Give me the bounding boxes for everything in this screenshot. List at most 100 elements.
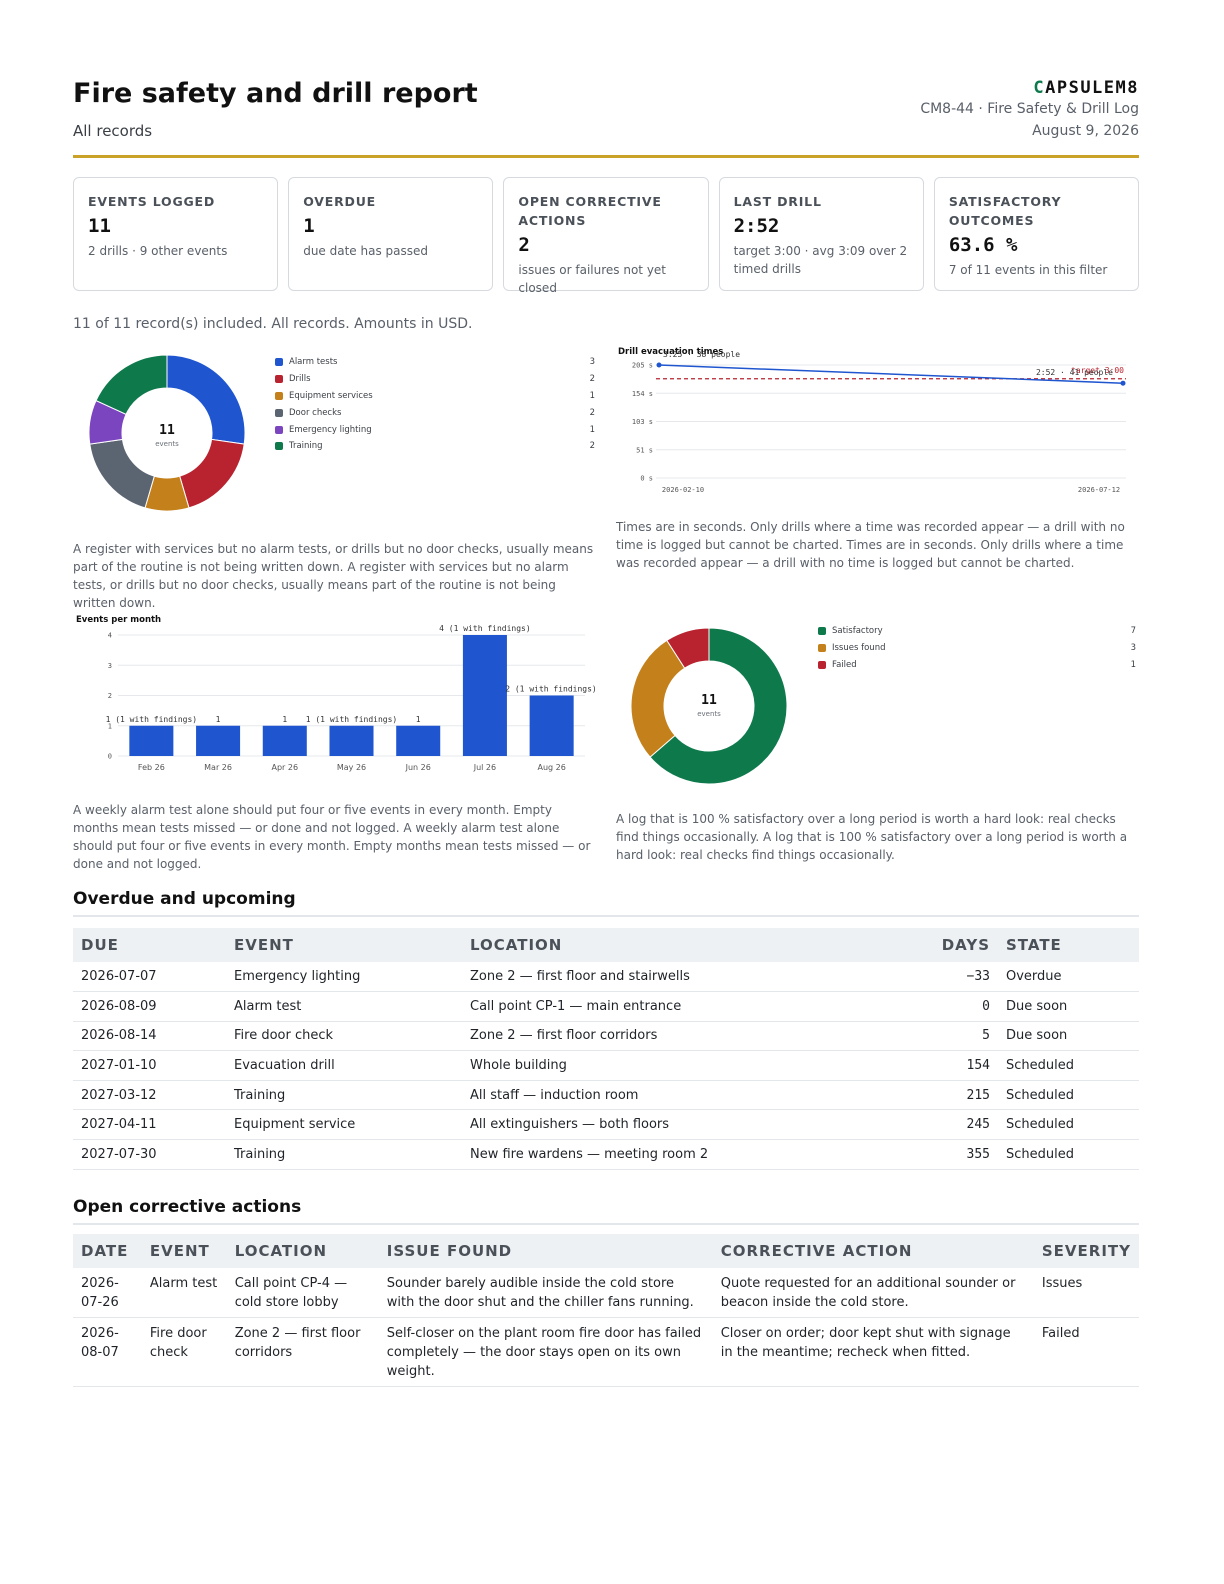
legend-count: 1 <box>589 424 595 435</box>
days: 5 <box>922 1021 998 1052</box>
card-value: 1 <box>303 215 315 237</box>
document-reference: CM8-44 · Fire Safety & Drill Log <box>920 101 1139 117</box>
column-header: DUE <box>73 928 226 962</box>
included-summary: 11 of 11 record(s) included. All records… <box>73 316 473 332</box>
column-header: LOCATION <box>462 928 922 962</box>
card-open-actions: OPEN CORRECTIVE ACTIONS 2 issues or fail… <box>503 177 709 295</box>
card-last-drill: LAST DRILL 2:52 target 3:00 · avg 3:09 o… <box>718 177 924 291</box>
legend-label: Failed <box>832 659 857 670</box>
point-label: 2:52 · 41 people <box>1036 368 1113 377</box>
legend-label: Door checks <box>289 407 342 418</box>
donut-center-caption: events <box>155 440 179 448</box>
event-name: Training <box>226 1139 462 1170</box>
severity: Issues <box>1033 1268 1139 1318</box>
legend-count: 7 <box>1130 626 1136 637</box>
y-tick-label: 103 s <box>632 418 653 426</box>
table-row: 2027-03-12 Training All staff — inductio… <box>73 1080 1139 1111</box>
legend-label: Training <box>289 441 323 452</box>
due-date: 2026-07-07 <box>73 962 226 993</box>
bar-may-26 <box>329 725 374 756</box>
card-label: LAST DRILL <box>733 194 822 209</box>
location: Zone 2 — first floor and stairwells <box>462 962 922 993</box>
days: 245 <box>922 1109 998 1141</box>
legend-item-equipment-services: Equipment services 1 <box>275 388 595 405</box>
state: Overdue <box>998 962 1139 993</box>
column-header: ISSUE FOUND <box>378 1234 713 1268</box>
x-tick-label: Feb 26 <box>138 763 165 772</box>
card-label: OPEN CORRECTIVE ACTIONS <box>518 194 662 228</box>
brand-name: APSULEM8 <box>1045 78 1139 98</box>
location: Call point CP-4 — cold store lobby <box>226 1268 379 1318</box>
legend-count: 1 <box>1130 659 1136 670</box>
location: Zone 2 — first floor corridors <box>226 1317 379 1387</box>
location: All staff — induction room <box>462 1080 922 1111</box>
card-satisfactory: SATISFACTORY OUTCOMES 63.6 % 7 of 11 eve… <box>933 177 1140 291</box>
event-name: Fire door check <box>141 1317 227 1387</box>
location: Zone 2 — first floor corridors <box>462 1021 922 1052</box>
bar-data-label: 1 <box>216 715 221 724</box>
report-header: Fire safety and drill report All records… <box>73 78 1139 158</box>
legend-swatch <box>275 442 283 451</box>
severity: Failed <box>1033 1317 1139 1387</box>
legend-swatch <box>275 425 283 434</box>
outcomes-caption: A log that is 100 % satisfactory over a … <box>616 812 1128 862</box>
card-note: issues or failures not yet closed <box>518 263 667 295</box>
bar-mar-26 <box>196 725 241 756</box>
legend-label: Drills <box>289 374 311 385</box>
table-row: 2026-07-26 Alarm test Call point CP-4 — … <box>73 1268 1139 1318</box>
legend-swatch <box>275 408 283 417</box>
x-tick-label: 2026-07-12 <box>1078 486 1120 494</box>
bar-data-label: 1 <box>416 715 421 724</box>
y-tick-label: 205 s <box>632 362 653 370</box>
card-label: OVERDUE <box>303 194 376 209</box>
x-tick-label: Mar 26 <box>204 763 232 772</box>
drill-times-panel: Drill evacuation times 0 s 51 s 103 s 154 s 2… <box>616 344 1139 504</box>
y-tick-label: 3 <box>108 662 112 670</box>
donut-slice-satisfactory <box>649 627 788 785</box>
bar-data-label: 4 (1 with findings) <box>439 624 531 633</box>
x-tick-label: May 26 <box>337 763 366 772</box>
legend-swatch <box>818 660 826 669</box>
bar-data-label: 1 <box>282 715 287 724</box>
legend-item-emergency-lighting: Emergency lighting 1 <box>275 421 595 438</box>
y-tick-label: 2 <box>108 692 112 700</box>
event-types-panel: 11 events Alarm tests 3 Drills 2 Equipment s… <box>73 350 598 530</box>
legend-swatch <box>275 391 283 400</box>
legend-item-alarm-tests: Alarm tests 3 <box>275 354 595 371</box>
donut-slice-alarm-tests <box>166 354 246 445</box>
days: −33 <box>922 962 998 993</box>
legend-item-door-checks: Door checks 2 <box>275 404 595 421</box>
event-types-caption: A register with services but no alarm te… <box>73 542 594 610</box>
issue-found: Sounder barely audible inside the cold s… <box>378 1268 713 1318</box>
table-row: 2027-01-10 Evacuation drill Whole buildi… <box>73 1050 1139 1081</box>
issue-found: Self-closer on the plant room fire door … <box>378 1317 713 1387</box>
card-note: 7 of 11 events in this filter <box>948 263 1108 277</box>
legend-label: Satisfactory <box>832 626 883 637</box>
document-date: August 9, 2026 <box>1032 123 1139 139</box>
days: 0 <box>922 991 998 1022</box>
column-header: LOCATION <box>226 1234 379 1268</box>
page-subtitle: All records <box>73 122 153 140</box>
actions-section-title: Open corrective actions <box>73 1197 1139 1225</box>
table-row: 2026-08-09 Alarm test Call point CP-1 — … <box>73 991 1139 1022</box>
drill-times-caption: Times are in seconds. Only drills where … <box>616 520 1125 570</box>
x-tick-label: 2026-02-10 <box>662 486 704 494</box>
bar-data-label: 1 (1 with findings) <box>306 715 398 724</box>
event-name: Equipment service <box>226 1109 462 1141</box>
column-header: SEVERITY <box>1033 1234 1139 1268</box>
table-row: 2026-08-07 Fire door check Zone 2 — firs… <box>73 1317 1139 1387</box>
days: 154 <box>922 1050 998 1081</box>
table-row: 2027-04-11 Equipment service All extingu… <box>73 1109 1139 1141</box>
bar-data-label: 1 (1 with findings) <box>106 715 198 724</box>
bar-apr-26 <box>262 725 307 756</box>
page-title: Fire safety and drill report <box>73 78 478 109</box>
legend-swatch <box>818 627 826 636</box>
action-date: 2026-07-26 <box>73 1268 142 1318</box>
target-label: target 3:00 <box>1071 366 1124 375</box>
y-tick-label: 154 s <box>632 390 653 398</box>
legend-item-drills: Drills 2 <box>275 371 595 388</box>
legend-count: 3 <box>1130 643 1136 654</box>
monthly-caption: A weekly alarm test alone should put fou… <box>73 803 591 871</box>
due-date: 2027-03-12 <box>73 1080 226 1111</box>
card-value: 2:52 <box>733 215 780 237</box>
